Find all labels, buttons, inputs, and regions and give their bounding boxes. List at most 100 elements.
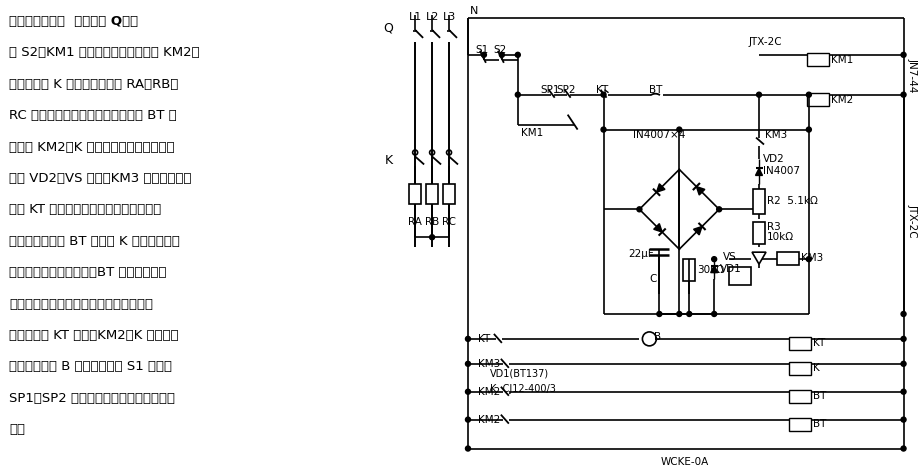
Text: 30kΩ: 30kΩ: [697, 265, 723, 275]
Circle shape: [641, 332, 655, 346]
Circle shape: [465, 446, 470, 451]
Text: SP1: SP1: [539, 85, 559, 95]
Polygon shape: [656, 184, 664, 192]
Text: L3: L3: [442, 12, 455, 22]
Text: KM3: KM3: [765, 129, 787, 140]
Polygon shape: [709, 265, 717, 272]
Bar: [409, 184, 421, 204]
Text: 同时 VD2、VS 导通，KM3 得电，时间继: 同时 VD2、VS 导通，KM3 得电，时间继: [9, 172, 192, 185]
Circle shape: [515, 53, 520, 57]
Circle shape: [711, 257, 716, 262]
Text: RA: RA: [408, 217, 422, 227]
Text: B: B: [653, 332, 661, 342]
Text: IN4007: IN4007: [762, 166, 800, 176]
Text: 关。: 关。: [9, 423, 26, 436]
Circle shape: [600, 127, 606, 132]
Text: 止加热。电铃 B 报警提示，按 S1 断电。: 止加热。电铃 B 报警提示，按 S1 断电。: [9, 360, 172, 373]
Text: JTX-2C: JTX-2C: [748, 37, 782, 47]
Circle shape: [711, 311, 716, 317]
Bar: [425, 184, 437, 204]
Text: KM3: KM3: [800, 253, 823, 263]
Text: 鈕 S2，KM1 得电自锁。中间继电器 KM2、: 鈕 S2，KM1 得电自锁。中间继电器 KM2、: [9, 46, 199, 60]
Circle shape: [900, 311, 905, 317]
Text: KT: KT: [478, 334, 490, 344]
Text: WCKE-0A: WCKE-0A: [661, 456, 709, 467]
Circle shape: [805, 127, 811, 132]
Circle shape: [465, 361, 470, 366]
Circle shape: [900, 417, 905, 422]
Circle shape: [465, 336, 470, 341]
Bar: [729, 267, 750, 285]
Text: L1: L1: [408, 12, 421, 22]
Bar: [789, 337, 810, 350]
Text: L2: L2: [425, 12, 438, 22]
Text: BT: BT: [812, 391, 825, 401]
Text: KT: KT: [812, 338, 824, 348]
Polygon shape: [696, 187, 704, 195]
Text: 时。窑内温度因 BT 自控使 K 失电而降低。: 时。窑内温度因 BT 自控使 K 失电而降低。: [9, 234, 180, 248]
Text: KM2: KM2: [478, 387, 500, 397]
Text: KM1: KM1: [830, 55, 852, 65]
Text: BT: BT: [648, 85, 662, 95]
Circle shape: [686, 311, 691, 317]
Circle shape: [676, 127, 681, 132]
Polygon shape: [754, 168, 762, 175]
Bar: [753, 189, 765, 214]
Text: 作，使 KM2、K 失电释放。电热器断电，: 作，使 KM2、K 失电释放。电热器断电，: [9, 141, 175, 153]
Polygon shape: [693, 227, 701, 235]
Text: R2  5.1kΩ: R2 5.1kΩ: [766, 197, 817, 206]
Text: Q: Q: [383, 22, 392, 34]
Text: C: C: [648, 274, 655, 284]
Circle shape: [600, 92, 606, 97]
Text: KM1: KM1: [520, 128, 542, 137]
Circle shape: [900, 446, 905, 451]
Text: R3: R3: [766, 222, 780, 232]
Text: K: K: [385, 154, 392, 167]
Text: 交流接触器 K 吸合，电热器件 RA、RB、: 交流接触器 K 吸合，电热器件 RA、RB、: [9, 78, 178, 91]
Text: VD1: VD1: [720, 264, 741, 274]
Bar: [806, 93, 828, 106]
Circle shape: [465, 389, 470, 394]
Text: VS: VS: [722, 252, 736, 262]
Text: K  CJ12-400/3: K CJ12-400/3: [490, 384, 555, 394]
Circle shape: [900, 53, 905, 57]
Text: KM2: KM2: [830, 95, 852, 105]
Circle shape: [900, 361, 905, 366]
Bar: [789, 362, 810, 375]
Text: IN4007×4: IN4007×4: [632, 129, 685, 140]
Circle shape: [515, 92, 520, 97]
Text: KM2: KM2: [478, 415, 500, 424]
Text: VD1(BT137): VD1(BT137): [490, 369, 549, 379]
Polygon shape: [653, 224, 662, 232]
Text: JN7-44: JN7-44: [906, 58, 916, 92]
Text: 器再次通电加热，保持窑温，直至延时到: 器再次通电加热，保持窑温，直至延时到: [9, 297, 153, 310]
Bar: [777, 252, 798, 265]
Bar: [806, 53, 828, 66]
Bar: [789, 390, 810, 403]
Bar: [753, 222, 765, 244]
Text: S1: S1: [475, 45, 488, 55]
Circle shape: [716, 207, 720, 212]
Text: RC 通电加热。当升温到预置温度时 BT 动: RC 通电加热。当升温到预置温度时 BT 动: [9, 109, 177, 122]
Circle shape: [900, 92, 905, 97]
Circle shape: [656, 311, 661, 317]
Circle shape: [636, 207, 641, 212]
Text: 电热窑温控电路  闭合开关 Q、按: 电热窑温控电路 闭合开关 Q、按: [9, 15, 139, 28]
Circle shape: [900, 336, 905, 341]
Text: 10kΩ: 10kΩ: [766, 232, 793, 242]
Text: BT: BT: [812, 419, 825, 429]
Text: K: K: [812, 363, 819, 373]
Text: VD2: VD2: [762, 154, 784, 165]
Text: RB: RB: [425, 217, 438, 227]
Text: 温度降到预置温度值时，BT 反动作使电热: 温度降到预置温度值时，BT 反动作使电热: [9, 266, 166, 279]
Text: KT: KT: [596, 85, 608, 95]
Bar: [789, 417, 810, 431]
Circle shape: [676, 311, 681, 317]
Circle shape: [465, 417, 470, 422]
Bar: [443, 184, 455, 204]
Text: SP2: SP2: [555, 85, 574, 95]
Text: 电器 KT 得电吸合，并开始作延时运行计: 电器 KT 得电吸合，并开始作延时运行计: [9, 204, 162, 216]
Text: 22μF: 22μF: [628, 249, 653, 259]
Polygon shape: [751, 252, 766, 264]
Text: N: N: [470, 6, 478, 16]
